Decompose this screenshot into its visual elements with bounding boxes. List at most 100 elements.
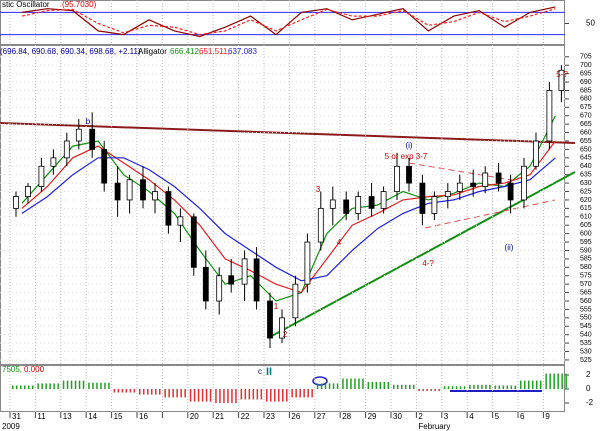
histogram-bar [274,389,276,402]
histogram-bar [520,380,522,389]
histogram-bar [561,373,563,389]
annotation: 4-? [422,259,434,268]
histogram-bar [139,389,141,395]
histogram-bar [473,384,475,389]
histogram-bar [510,385,513,389]
y-tick-label: 535 [580,340,592,347]
histogram-bar [286,389,288,402]
histogram-bar [477,384,479,389]
y-tick-label: 665 [580,121,592,128]
histogram-bar [201,389,204,402]
annotation: II [266,366,272,378]
histogram-bar [231,389,233,403]
histogram-bar [565,373,567,389]
histogram-bar [189,389,192,402]
histogram-bar [316,383,319,389]
histogram-bar [125,389,128,393]
legend-value: 651.511, [199,47,230,56]
histogram-bar [176,389,178,398]
candle-body [114,182,121,201]
candle-body [140,179,146,201]
histogram-bar [332,383,335,389]
candle-body [228,275,235,285]
candle-body [431,196,438,214]
histogram-bar [291,389,293,398]
annotation: c [258,367,262,376]
y-tick-label: 695 [580,70,592,77]
y-tick-label: 705 [580,54,592,61]
y-tick-label: 560 [580,298,592,305]
histogram-bar [489,384,491,389]
histogram-bar [342,378,344,389]
y-tick-label: 555 [580,306,592,313]
histogram-bar [438,389,440,392]
candle-body [343,199,350,214]
histogram-bar [443,386,446,389]
candle-body [380,191,387,209]
y-tick-label: 580 [580,264,592,271]
candle-body [507,182,514,201]
candle-body [368,196,375,209]
x-tick-label: 31 [12,412,21,421]
histogram-bar [74,380,77,389]
indicator-line [21,140,556,294]
candle-body [304,241,311,285]
histogram-bar [28,385,30,389]
candle-body [89,128,96,150]
histogram-bar [459,386,462,389]
candle-body [63,140,70,159]
histogram-bar [20,385,22,389]
annotation: 2 [283,330,288,339]
indicator-line [21,8,556,36]
candle-body [521,165,527,201]
highlight [312,376,328,386]
histogram-bar [498,385,501,389]
histogram-bar [57,383,59,389]
y-tick-label: 2 [586,370,591,379]
histogram-bar [143,389,145,395]
histogram-bar [430,389,432,392]
histogram-bar [244,389,247,400]
histogram-bar [100,382,102,389]
y-tick-label: 675 [580,104,592,111]
histogram-bar [299,389,301,398]
y-tick-label: -2 [586,398,594,407]
histogram-bar [324,383,327,389]
histogram-bar [12,385,14,389]
histogram-bar [172,389,174,398]
histogram-bar [426,389,428,392]
histogram-bar [485,384,487,389]
histogram-bar [209,389,212,402]
histogram-bar [180,389,182,398]
y-tick-label: 565 [580,289,592,296]
histogram-bar [375,382,378,389]
histogram-bar [164,389,166,398]
x-annotation: February [418,422,450,431]
histogram-bar [219,389,221,403]
y-tick-label: 670 [580,113,592,120]
x-tick-label: 13 [63,412,72,421]
histogram-bar [117,389,120,393]
y-tick-label: 610 [580,214,592,221]
histogram-bar [32,385,34,389]
histogram-bar [540,380,542,389]
y-tick-label: 525 [580,357,592,364]
histogram-bar [49,383,51,389]
x-tick-label: 5 [495,412,500,421]
candle-body [165,191,172,226]
panel-title: stic Oscillator [2,0,50,9]
triangle-line [424,199,556,229]
candle-body [546,90,553,142]
histogram-bar [354,378,356,389]
histogram-bar [413,384,415,389]
y-tick-label: 530 [580,348,592,355]
candle-body [406,165,412,184]
histogram-bar [447,386,450,389]
x-tick-label: 29 [368,412,377,421]
y-tick-label: 620 [580,197,592,204]
candle-body [202,266,209,302]
x-tick-label: 23 [266,412,275,421]
indicator-name: Alligator [138,47,167,56]
